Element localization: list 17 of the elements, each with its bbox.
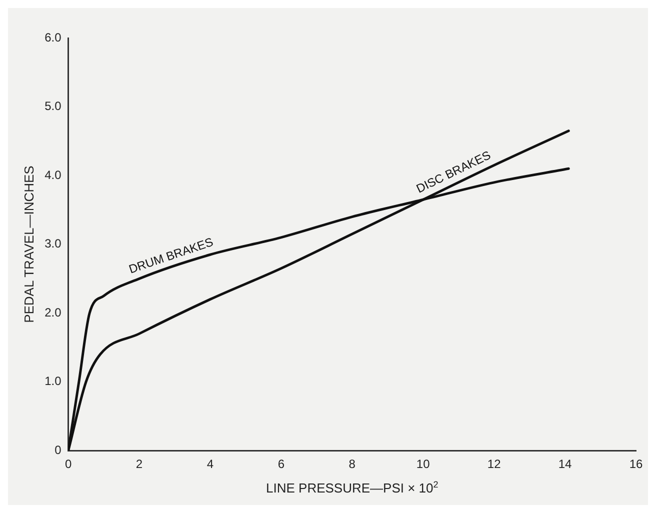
y-tick-label: 3.0 xyxy=(44,236,62,251)
x-tick-label: 16 xyxy=(629,457,643,472)
y-tick-label: 1.0 xyxy=(44,374,62,388)
y-tick-label: 6.0 xyxy=(44,30,62,44)
x-tick-label: 14 xyxy=(558,457,572,472)
x-tick-label: 0 xyxy=(64,457,72,472)
x-tick-label: 4 xyxy=(206,457,214,472)
y-tick-label: 0 xyxy=(54,442,62,457)
x-tick-label: 10 xyxy=(416,457,430,472)
x-tick-label: 12 xyxy=(487,457,502,472)
y-tick-label: 5.0 xyxy=(44,99,62,114)
y-axis-title: PEDAL TRAVEL—INCHES xyxy=(21,165,36,323)
x-tick-label: 8 xyxy=(348,457,356,472)
y-tick-label: 2.0 xyxy=(44,305,62,320)
x-tick-label: 2 xyxy=(136,457,143,472)
y-tick-label: 4.0 xyxy=(44,168,62,182)
x-tick-label: 6 xyxy=(278,457,285,472)
